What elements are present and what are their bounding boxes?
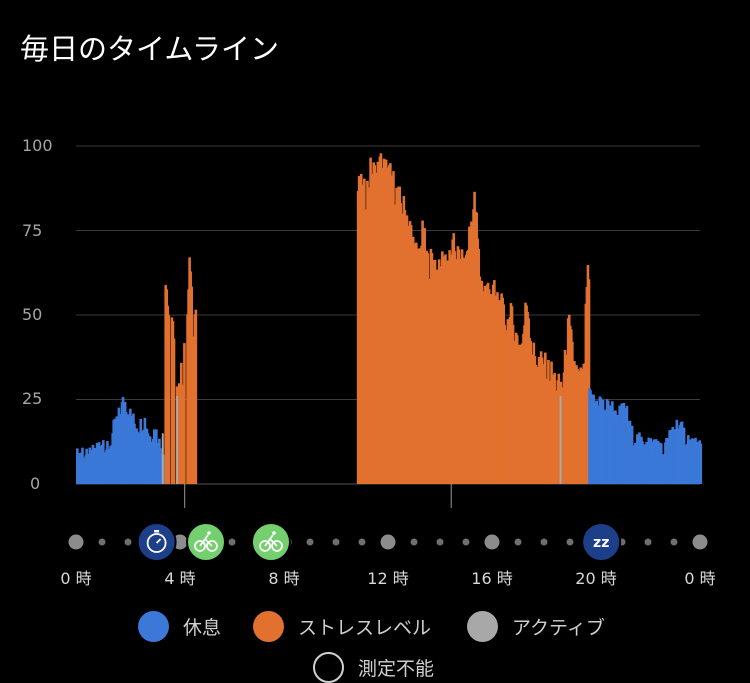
timeline-dot: [68, 534, 84, 550]
timeline-dot: [358, 538, 366, 546]
bicycle-icon: [271, 540, 283, 552]
bicycle-icon: [259, 540, 271, 552]
event-marker: [581, 522, 622, 562]
timeline-dot: [436, 538, 444, 546]
timeline-dot: [670, 538, 678, 546]
page-title: 毎日のタイムライン: [20, 32, 279, 66]
timeline-dot: [306, 538, 314, 546]
timer-icon: [154, 530, 160, 533]
stress-bar: [181, 385, 184, 484]
y-tick-label: 25: [22, 389, 43, 408]
timer-icon: [146, 533, 167, 553]
legend-item-unmeasurable: 測定不能: [313, 652, 434, 683]
rest-bar: [699, 443, 703, 484]
timeline-dot: [514, 538, 522, 546]
timeline-dot: [172, 534, 188, 550]
timeline-dot: [692, 534, 708, 550]
bicycle-icon: [264, 534, 278, 547]
legend-swatch-unmeasurable: [313, 652, 344, 683]
timeline-dot: [380, 534, 396, 550]
bicycle-icon: [207, 531, 211, 535]
active-bar: [161, 433, 164, 484]
y-tick-label: 75: [22, 221, 43, 240]
x-tick-label: 4 時: [164, 569, 196, 588]
x-tick-label: 12 時: [367, 569, 409, 588]
timeline-dot: [410, 538, 418, 546]
stress-bar: [183, 343, 186, 484]
bicycle-icon: [194, 540, 206, 552]
legend-item-active: アクティブ: [467, 611, 605, 642]
y-tick-label: 100: [22, 136, 53, 155]
stress-bar: [172, 338, 176, 484]
legend-item-stress: ストレスレベル: [253, 611, 431, 642]
timeline-dot: [332, 538, 340, 546]
legend-swatch-stress: [253, 611, 284, 642]
stress-bar: [194, 309, 198, 484]
bicycle-icon: [272, 531, 276, 535]
timer-icon: [155, 538, 162, 544]
timeline-dot: [228, 538, 236, 546]
timeline-dot: [484, 534, 500, 550]
event-marker: [251, 522, 291, 562]
timeline-dot: [462, 538, 470, 546]
sleep-icon: zz: [593, 535, 609, 551]
x-tick-label: 0 時: [684, 569, 716, 588]
active-bar: [559, 396, 562, 484]
timeline-dot: [540, 538, 548, 546]
legend-swatch-active: [467, 611, 498, 642]
x-tick-label: 16 時: [471, 569, 513, 588]
y-tick-label: 0: [30, 474, 41, 493]
legend-label: アクティブ: [512, 617, 605, 639]
x-tick-label: 20 時: [575, 569, 617, 588]
legend-label: ストレスレベル: [298, 617, 432, 639]
bicycle-icon: [199, 534, 213, 547]
timeline-dot: [644, 538, 652, 546]
event-marker: [186, 522, 226, 562]
x-tick-label: 8 時: [268, 569, 300, 588]
timeline-dot: [566, 538, 574, 546]
legend-item-rest: 休息: [138, 611, 221, 642]
bicycle-icon: [206, 540, 218, 552]
active-bar: [176, 396, 179, 484]
x-tick-label: 0 時: [60, 569, 92, 588]
legend-swatch-rest: [138, 611, 169, 642]
timeline-dot: [98, 538, 106, 546]
timeline-dot: [124, 538, 132, 546]
legend-label: 測定不能: [358, 658, 435, 680]
stress-bar: [167, 315, 171, 484]
y-tick-label: 50: [22, 305, 43, 324]
stress-bar: [587, 279, 591, 484]
legend-label: 休息: [183, 617, 222, 639]
